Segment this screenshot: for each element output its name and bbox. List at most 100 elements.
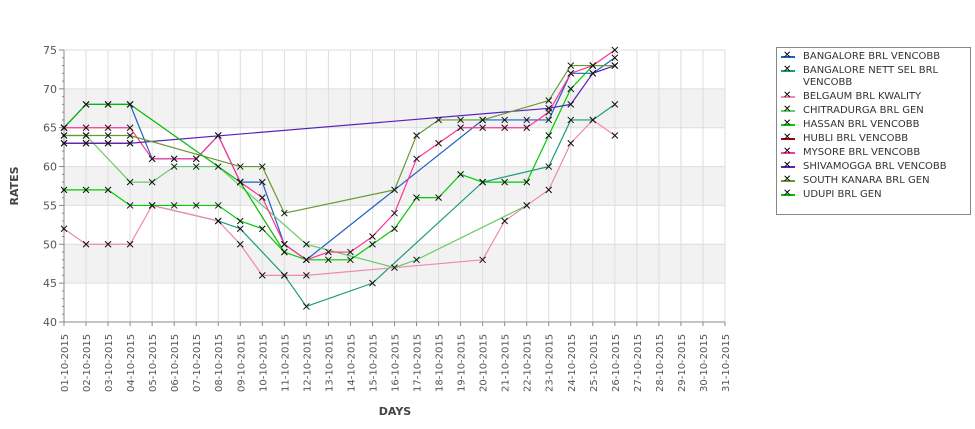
series-line [64,49,616,261]
x-tick-label: 17-10-2015 [413,334,424,392]
data-point [501,217,509,225]
legend-label: MYSORE BRL VENCOBB [803,146,921,158]
y-tick-label: 55 [43,199,57,212]
data-point [126,240,134,248]
data-point [126,132,134,139]
data-point [214,202,222,209]
data-point [303,272,310,279]
legend-label: UDUPI BRL GEN [803,188,882,200]
data-point [104,101,112,108]
x-tick-label: 19-10-2015 [457,334,468,392]
data-point [82,132,90,139]
data-point [523,178,531,186]
legend-swatch-icon: ✕ [781,188,795,200]
data-point [170,163,178,170]
data-point [258,272,266,279]
data-point [148,178,156,186]
legend: ✕ BANGALORE BRL VENCOBB ✕ BANGALORE NETT SE… [776,47,971,215]
y-axis-label: RATES [8,166,21,205]
data-point [435,194,442,202]
data-point [60,186,68,194]
legend-swatch-icon: ✕ [781,104,795,116]
x-tick-label: 09-10-2015 [236,334,247,392]
data-point [545,163,553,170]
data-point [280,248,288,256]
x-tick-label: 06-10-2015 [170,334,181,392]
data-point [148,202,156,209]
data-point [567,139,575,147]
x-tick-label: 30-10-2015 [699,334,710,392]
x-tick-label: 29-10-2015 [677,334,688,392]
data-point [82,139,90,147]
data-point [60,132,68,139]
data-point [192,155,200,163]
data-point [236,225,244,233]
data-point [192,202,200,209]
legend-label: CHITRADURGA BRL GEN [803,104,924,116]
legend-swatch-icon: ✕ [781,64,795,76]
legend-swatch-icon: ✕ [781,160,795,172]
data-point [126,202,134,209]
legend-item: ✕ CHITRADURGA BRL GEN [781,104,966,117]
x-tick-label: 21-10-2015 [501,334,512,392]
data-point [369,233,376,240]
x-tick-label: 26-10-2015 [611,334,622,392]
data-point [611,54,619,62]
data-point [325,256,332,264]
x-tick-label: 18-10-2015 [435,334,446,392]
x-tick-label: 27-10-2015 [633,334,644,392]
x-tick-label: 31-10-2015 [721,334,732,392]
data-point [104,240,112,248]
data-point [501,124,509,132]
x-tick-label: 02-10-2015 [82,334,93,392]
data-point [214,132,222,139]
y-tick-label: 65 [43,122,57,135]
data-point [457,124,464,132]
data-point [567,69,575,77]
series-line [63,57,616,261]
data-point [192,163,200,170]
x-tick-label: 08-10-2015 [214,334,225,392]
data-point [60,139,68,147]
x-tick-label: 01-10-2015 [60,334,71,392]
data-point [280,272,288,279]
data-point [589,62,597,69]
data-point [170,202,178,209]
x-tick-label: 10-10-2015 [258,334,269,392]
legend-label: HASSAN BRL VENCOBB [803,118,920,130]
legend-swatch-icon: ✕ [781,90,795,102]
data-point [82,124,90,132]
data-point [589,69,597,77]
data-point [457,116,464,124]
legend-item: ✕ UDUPI BRL GEN [781,188,966,201]
data-point [523,116,531,124]
series-line [63,103,285,253]
x-tick-label: 03-10-2015 [104,334,115,392]
data-point [126,101,134,108]
data-point [258,225,266,233]
data-point [567,116,575,124]
data-point [545,132,553,139]
data-point [391,209,398,217]
data-point [126,178,134,186]
data-point [258,163,266,170]
x-tick-label: 11-10-2015 [280,334,291,392]
data-point [479,124,486,132]
x-tick-label: 13-10-2015 [324,334,335,392]
data-point [501,178,509,186]
data-point [523,124,531,132]
legend-label: BELGAUM BRL KWALITY [803,90,922,102]
data-point [435,116,442,124]
data-point [104,186,112,194]
data-point [589,116,597,124]
data-point [391,186,398,194]
data-point [104,139,112,147]
data-point [413,256,420,264]
data-point [523,202,531,209]
y-tick-label: 70 [43,83,57,96]
data-point [347,256,354,264]
data-point [369,240,376,248]
data-point [545,116,553,124]
y-tick-label: 45 [43,277,57,290]
